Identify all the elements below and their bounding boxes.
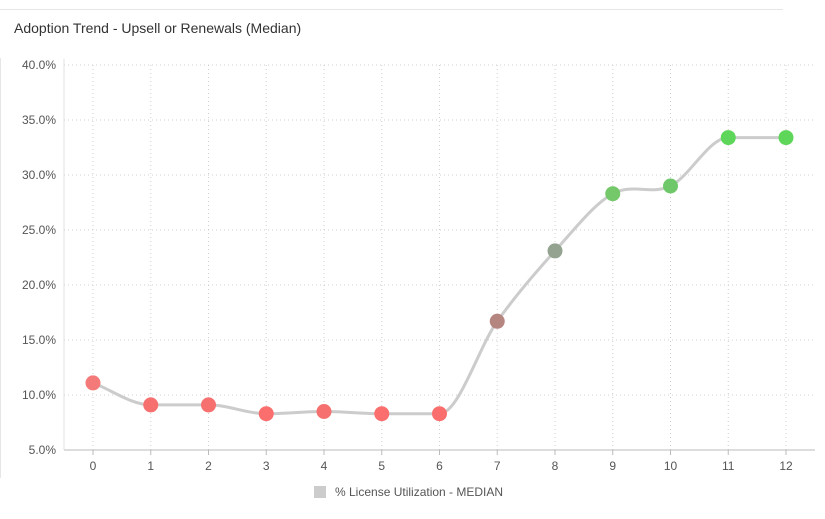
x-tick-label: 6: [436, 459, 443, 473]
y-tick-label: 5.0%: [29, 443, 57, 457]
legend[interactable]: % License Utilization - MEDIAN: [314, 485, 503, 499]
data-point[interactable]: [663, 178, 678, 194]
legend-label: % License Utilization - MEDIAN: [335, 485, 504, 499]
data-points: [85, 130, 794, 422]
x-tick-label: 7: [494, 459, 501, 473]
x-tick-label: 3: [263, 459, 270, 473]
y-tick-label: 15.0%: [22, 333, 56, 347]
axes: [63, 59, 815, 455]
x-tick-label: 0: [90, 459, 97, 473]
x-tick-label: 2: [205, 459, 212, 473]
x-tick-label: 4: [321, 459, 328, 473]
data-point[interactable]: [85, 375, 101, 391]
top-divider: [0, 9, 783, 10]
data-point[interactable]: [605, 186, 621, 202]
data-point[interactable]: [778, 130, 794, 146]
data-point[interactable]: [489, 313, 505, 329]
series-line: [91, 136, 788, 416]
x-tick-label: 12: [779, 459, 793, 473]
y-tick-label: 35.0%: [22, 113, 56, 127]
data-point[interactable]: [316, 404, 332, 419]
y-tick-label: 25.0%: [22, 223, 56, 237]
x-tick-label: 10: [664, 459, 678, 473]
data-point[interactable]: [258, 406, 274, 422]
y-tick-label: 30.0%: [22, 168, 56, 182]
y-tick-label: 10.0%: [22, 388, 56, 402]
x-tick-label: 1: [147, 459, 154, 473]
legend-swatch: [314, 486, 326, 498]
data-point[interactable]: [143, 397, 159, 413]
data-point[interactable]: [720, 130, 736, 146]
x-tick-labels: 0 1 2 3 4 5 6 7 8 9 10 11 12: [90, 459, 793, 473]
x-tick-label: 9: [609, 459, 616, 473]
y-tick-label: 40.0%: [22, 58, 56, 72]
data-point[interactable]: [374, 406, 390, 422]
data-point[interactable]: [201, 397, 216, 413]
left-divider: [0, 58, 1, 478]
chart-title: Adoption Trend - Upsell or Renewals (Med…: [14, 20, 302, 36]
y-tick-label: 20.0%: [22, 278, 56, 292]
data-point[interactable]: [547, 243, 563, 259]
x-tick-label: 5: [378, 459, 385, 473]
data-point[interactable]: [432, 406, 447, 422]
grid-lines: [64, 64, 815, 451]
x-tick-label: 11: [722, 459, 735, 473]
y-tick-labels: 5.0% 10.0% 15.0% 20.0% 25.0% 30.0% 35.0% 40.0%: [22, 58, 56, 457]
x-tick-label: 8: [552, 459, 559, 473]
